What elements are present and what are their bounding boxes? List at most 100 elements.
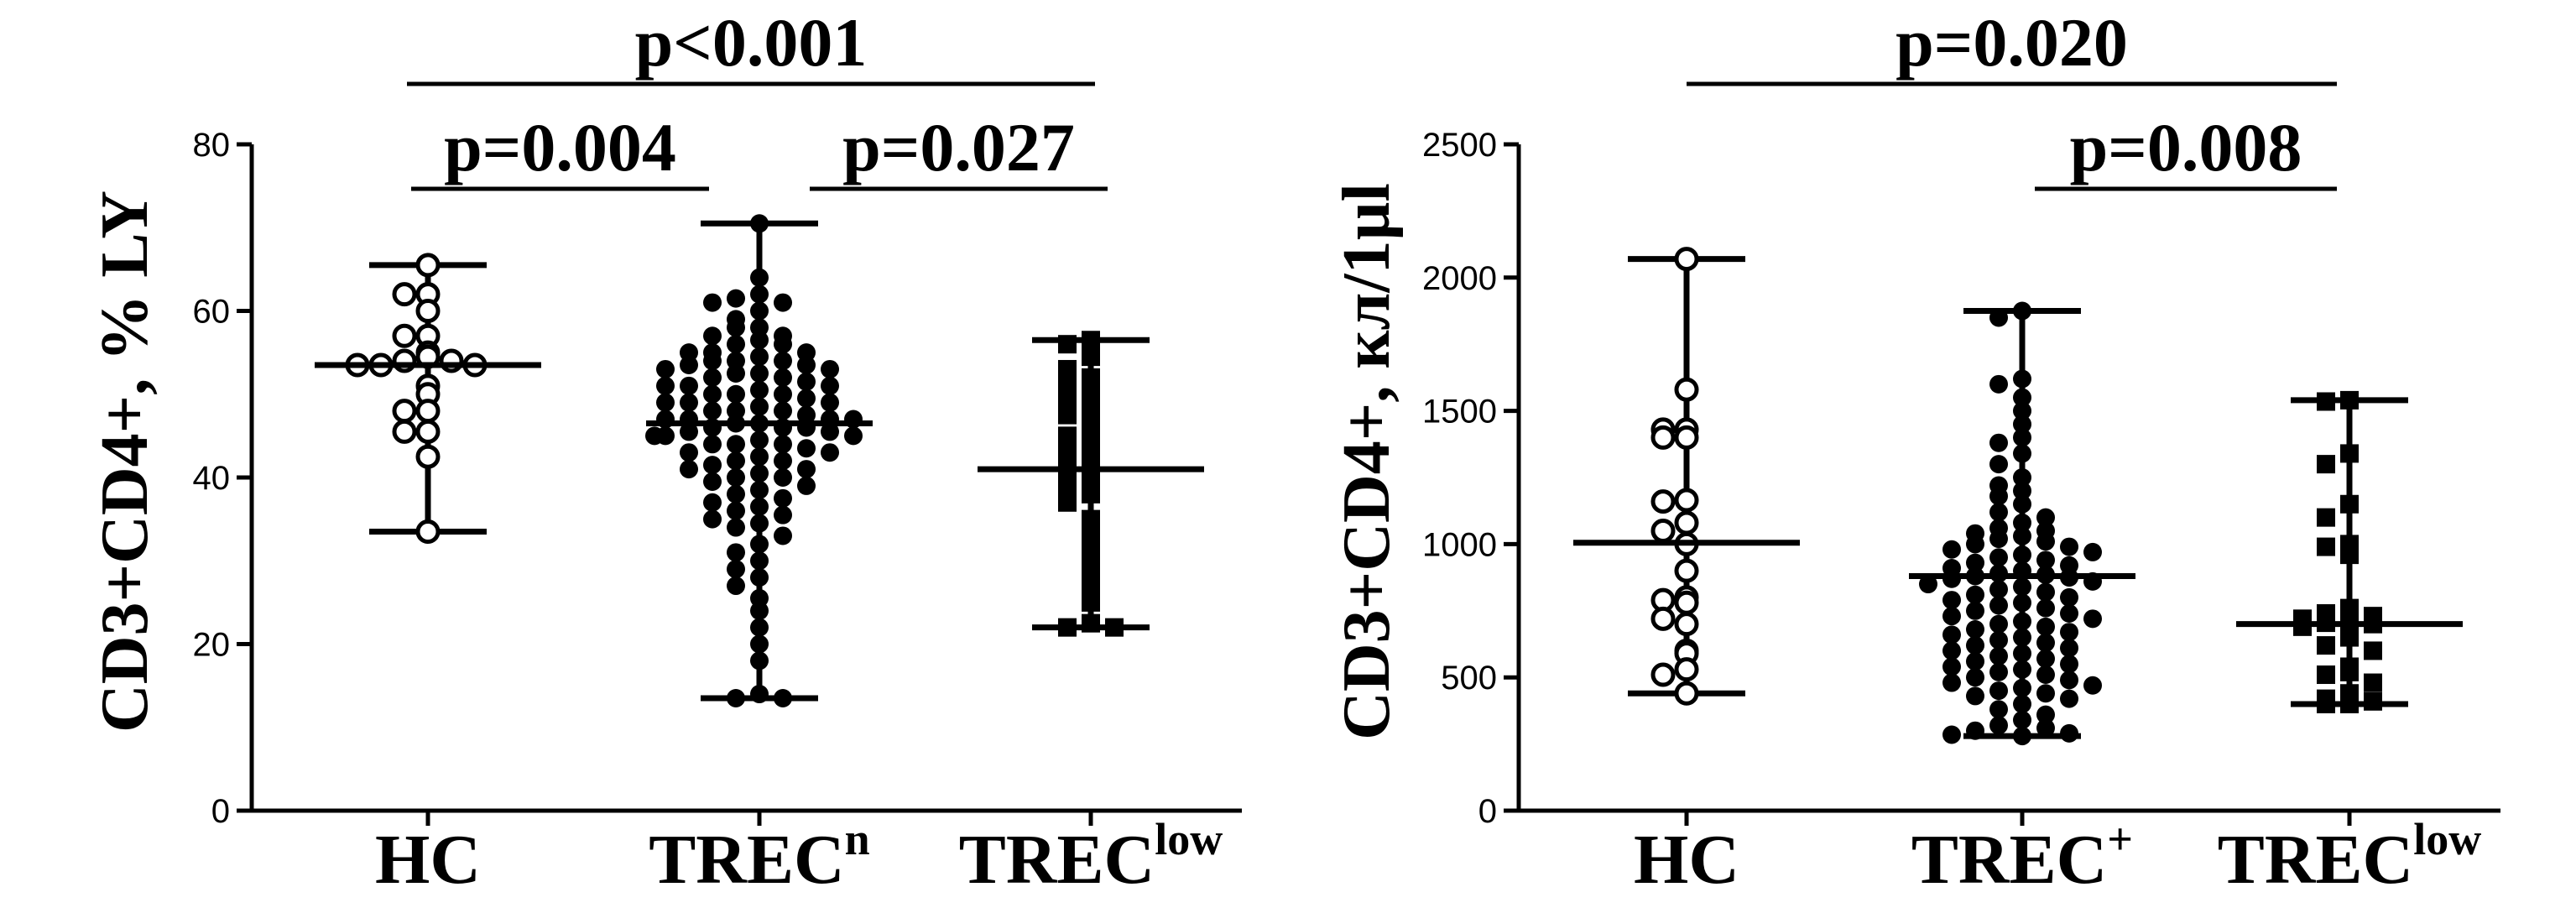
data-point [750,397,769,416]
data-point [750,380,769,399]
right-chart: 0 500 1000 1500 2000 2500 CD3+CD4+, кл/1µl HC TR… [1330,4,2500,899]
data-point [2013,494,2031,514]
data-point [750,480,769,499]
data-point [1082,368,1100,387]
data-point [656,376,675,395]
category-base: TREC [2218,821,2413,899]
data-point [1650,519,1676,544]
data-point [1989,374,2008,394]
data-point [774,689,792,708]
data-point [656,393,675,412]
data-point [774,468,792,487]
data-point [2060,537,2078,556]
data-point [1966,601,1984,620]
data-point [1674,425,1699,450]
data-point [727,560,745,579]
data-point [415,419,441,444]
data-point [2013,644,2031,663]
data-point [415,399,441,424]
data-point [1942,625,1961,644]
data-point [2013,468,2031,487]
data-point [750,514,769,533]
data-point [1082,577,1100,596]
data-point [1082,560,1100,579]
data-point [2317,665,2335,685]
data-point [703,384,722,404]
data-point [1989,630,2008,650]
data-point [1989,487,2008,506]
x-category-label: TRECn [649,814,869,899]
data-point [1058,405,1077,425]
data-point [1082,331,1100,350]
data-point [750,634,769,654]
data-point [2340,545,2359,565]
data-point [680,356,698,375]
data-point [1058,618,1077,637]
data-point [2317,636,2335,655]
data-point [1942,540,1961,559]
data-point [1942,657,1961,676]
data-point [2013,711,2031,730]
y-axis-label: CD3+CD4+, кл/1µl [1330,183,1404,740]
data-point [2340,694,2359,713]
data-point [2364,641,2382,660]
data-point [1082,526,1100,545]
x-category-label: TREC+ [1911,814,2133,899]
data-point [2036,551,2055,570]
data-point [2036,665,2055,685]
data-point [1966,652,1984,671]
data-point [727,318,745,337]
data-point [1989,646,2008,665]
data-point [2036,532,2055,551]
data-point [2036,718,2055,738]
data-point [1105,618,1124,637]
data-point [797,460,816,479]
data-point [2013,301,2031,321]
data-point [774,368,792,387]
data-point [2036,684,2055,703]
category-base: TREC [649,821,844,899]
data-point [1942,591,1961,610]
data-point [2060,639,2078,658]
data-point [1989,700,2008,719]
data-point [727,363,745,383]
data-point [1674,590,1699,615]
y-tick-label: 1500 [1422,394,1497,431]
data-point [1966,620,1984,639]
data-point [1674,558,1699,583]
data-point [2013,628,2031,647]
data-point [1082,613,1100,633]
data-point [703,293,722,312]
data-point [2013,369,2031,389]
data-point [1650,606,1676,631]
p-value-label: p=0.020 [1895,4,2128,81]
data-point [2013,593,2031,613]
data-point [1650,662,1676,687]
data-point [727,468,745,487]
data-point [2013,415,2031,434]
data-point [1942,725,1961,744]
data-point [2013,577,2031,597]
data-point [2013,612,2031,631]
data-point [415,519,441,545]
data-point [750,651,769,671]
data-point [1082,401,1100,420]
data-point [2036,633,2055,652]
data-point [1058,493,1077,512]
data-point [415,444,441,469]
data-point [1942,607,1961,626]
data-point [797,439,816,458]
data-point [2317,508,2335,527]
data-point [2083,542,2102,561]
group-0 [1573,247,1800,706]
data-point [1082,451,1100,471]
data-point [2060,689,2078,708]
data-point [1942,641,1961,660]
data-point [1674,488,1699,513]
data-point [1650,425,1676,450]
data-point [1942,673,1961,692]
data-point [2083,609,2102,629]
data-point [2036,598,2055,618]
data-point [750,447,769,467]
data-point [774,505,792,524]
